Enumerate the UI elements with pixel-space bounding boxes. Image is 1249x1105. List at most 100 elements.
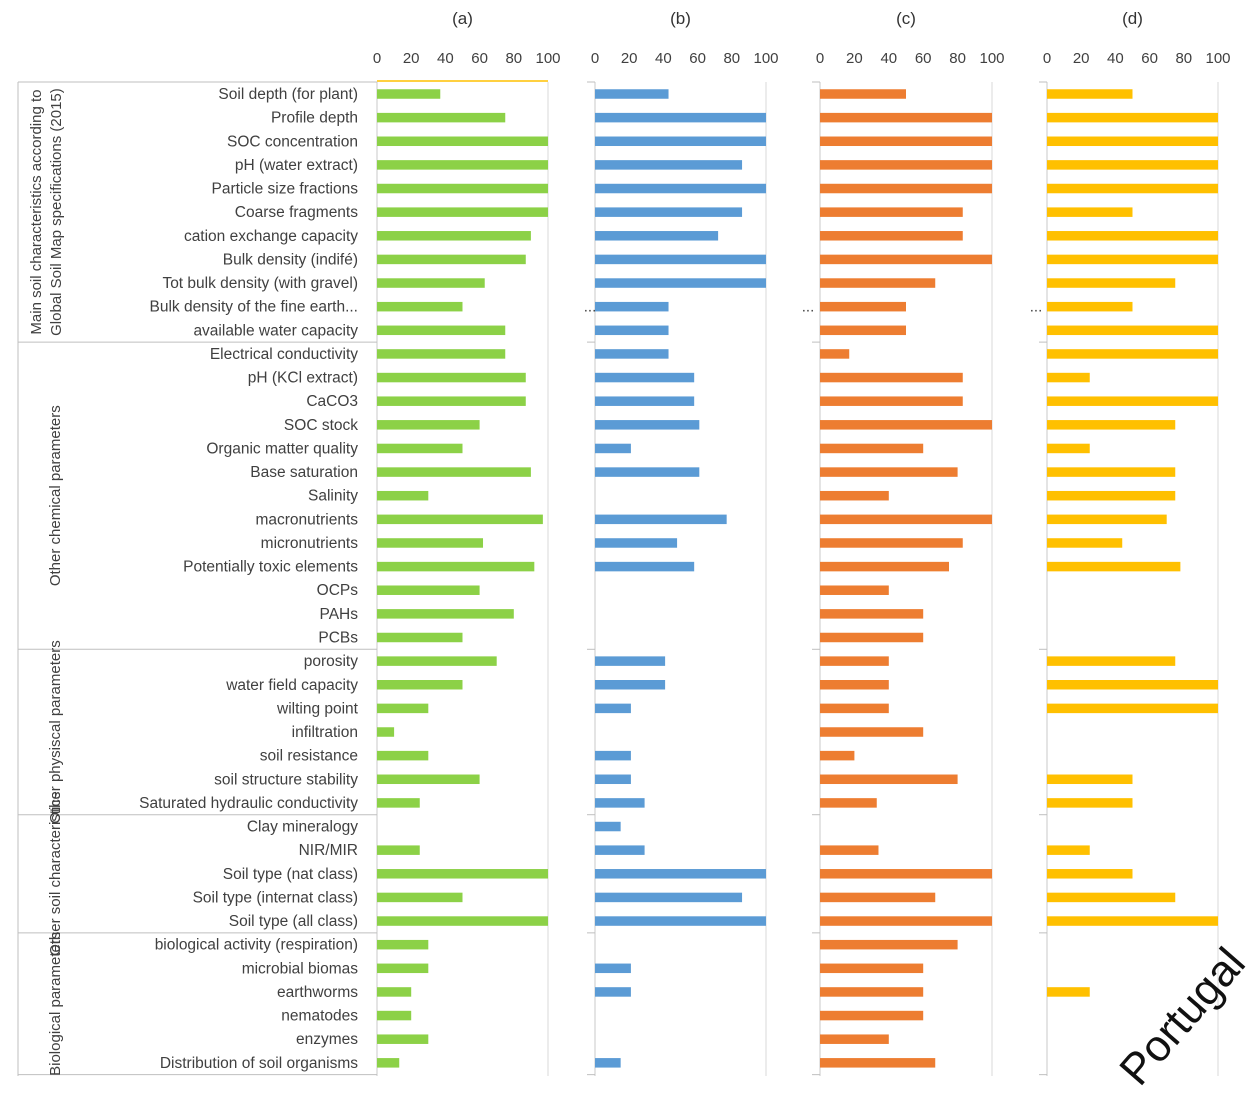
bar [820,89,906,99]
bar [820,538,963,548]
bar [377,490,429,501]
bar [820,869,992,879]
truncation-mark: ... [1030,299,1043,316]
category-label: PCBs [318,629,358,646]
x-tick-label: 100 [535,50,560,67]
category-label: Soil depth (for plant) [218,86,358,103]
category-label: enzymes [296,1031,358,1048]
bar [1047,798,1133,808]
x-tick-label: 40 [655,50,672,67]
bar [820,632,924,643]
panel-title: (b) [670,9,691,28]
bar [1047,987,1090,997]
bar [820,301,906,312]
bar [595,372,695,383]
bar [595,963,631,974]
category-label: pH (water extract) [235,157,358,174]
category-label: Profile depth [271,110,358,127]
group-label: Main soil characteristics according to Gl… [28,88,65,336]
category-label: Tot bulk density (with gravel) [162,275,358,292]
category-label: macronutrients [255,511,358,528]
bar [820,231,963,241]
bar [377,301,463,312]
bar [1047,774,1133,785]
category-label: SOC concentration [227,133,358,150]
category-label: Bulk density of the fine earth... [149,299,358,316]
bar [820,1010,924,1021]
group-label-line: Other physiscal parameters [47,640,64,823]
category-label: Soil type (internat class) [193,889,358,906]
category-label: Soil type (nat class) [223,866,358,883]
truncation-mark: ... [802,299,815,316]
category-label: Salinity [308,488,358,505]
bar [377,538,484,548]
category-label: Electrical conductivity [210,346,358,363]
category-label: available water capacity [193,322,358,339]
x-tick-label: 40 [437,50,454,67]
x-tick-label: 60 [915,50,932,67]
bar [1047,349,1218,359]
bar [595,160,743,170]
bar [820,609,924,619]
category-label: nematodes [281,1008,358,1025]
bar [595,254,766,265]
category-label: Bulk density (indifé) [223,251,358,268]
bar [595,703,631,714]
bar [377,963,429,974]
bar [595,443,631,454]
category-label: Particle size fractions [212,181,359,198]
category-label: biological activity (respiration) [155,937,358,954]
bar [377,467,531,477]
bar [377,443,463,454]
x-tick-label: 20 [621,50,638,67]
bar [377,561,535,572]
bar [1047,278,1176,288]
bar [1047,231,1218,241]
x-tick-label: 40 [880,50,897,67]
bar [595,325,669,336]
bar [377,987,412,997]
group-label-line: Global Soil Map specifications (2015) [48,88,65,336]
bar [377,939,429,950]
category-label: Soil type (all class) [229,913,358,930]
bar [595,89,669,99]
category-label: NIR/MIR [299,842,358,859]
panel-4: (d) 0 20 40 60 80 100 [1043,9,1231,1076]
x-tick-label: 60 [471,50,488,67]
bar [820,443,924,454]
bar [595,916,766,926]
bar [820,656,889,666]
x-tick-label: 100 [753,50,778,67]
bar [1047,514,1167,525]
bar [377,136,548,147]
bar [595,207,743,217]
bar [820,490,889,501]
x-tick-label: 80 [723,50,740,67]
bar [820,845,879,855]
bar [377,278,485,288]
bar [1047,160,1218,170]
bar [595,278,766,288]
bar [595,869,766,879]
bar [1047,845,1090,855]
x-tick-label: 40 [1107,50,1124,67]
bar [377,89,441,99]
bar [595,750,631,761]
bar [377,680,463,690]
bar [1047,254,1218,265]
bar [820,514,992,525]
bar [377,750,429,761]
bar [820,1058,936,1068]
bar [1047,680,1218,690]
bar [820,278,936,288]
bar [595,420,700,430]
bar [377,1058,400,1068]
bar [1047,490,1176,501]
bar [1047,561,1181,572]
panel-title: (a) [452,9,473,28]
bar [377,514,543,525]
category-label: micronutrients [261,535,359,552]
bar [377,420,480,430]
bar [820,987,924,997]
category-label: soil structure stability [214,771,358,788]
